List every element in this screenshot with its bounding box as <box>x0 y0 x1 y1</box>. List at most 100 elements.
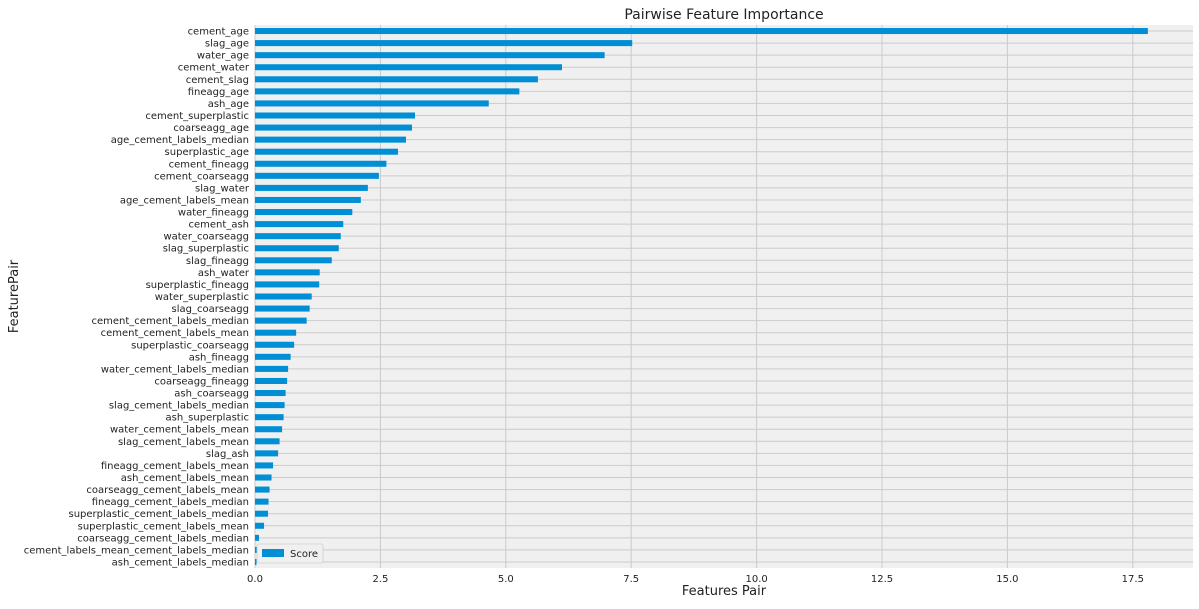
legend: Score <box>256 543 324 564</box>
chart-title: Pairwise Feature Importance <box>624 7 823 23</box>
y-tick-label: water_coarseagg <box>163 232 249 243</box>
bar <box>255 28 1148 35</box>
x-tick-label: 5.0 <box>498 574 514 585</box>
bar <box>255 233 341 240</box>
y-tick-label: coarseagg_age <box>173 123 249 134</box>
bar <box>255 402 285 409</box>
bar <box>255 112 416 119</box>
y-tick-label: ash_fineagg <box>189 352 249 363</box>
y-tick-labels: cement_ageslag_agewater_agecement_waterc… <box>24 27 250 569</box>
bar <box>255 522 265 529</box>
y-tick-label: ash_cement_labels_mean <box>121 473 249 484</box>
y-tick-label: slag_fineagg <box>186 256 249 267</box>
bar <box>255 245 339 252</box>
y-tick-label: cement_cement_labels_median <box>92 316 250 327</box>
bar <box>255 353 291 360</box>
bar <box>255 257 332 264</box>
y-tick-label: ash_water <box>198 268 250 279</box>
y-tick-label: cement_fineagg <box>169 159 249 170</box>
bar <box>255 281 320 288</box>
bar <box>255 510 269 517</box>
x-tick-label: 12.5 <box>871 574 893 585</box>
y-tick-label: cement_coarseagg <box>154 171 249 182</box>
bar <box>255 558 257 565</box>
y-tick-label: fineagg_age <box>188 87 249 98</box>
y-tick-label: superplastic_cement_labels_mean <box>78 521 249 532</box>
bar <box>255 390 286 397</box>
y-tick-label: superplastic_age <box>165 147 249 158</box>
bar <box>255 534 260 541</box>
bar <box>255 269 320 276</box>
x-tick-label: 17.5 <box>1122 574 1144 585</box>
y-axis-label: FeaturePair <box>7 259 22 333</box>
y-tick-label: cement_age <box>188 27 249 38</box>
y-tick-label: cement_cement_labels_mean <box>101 328 249 339</box>
bar <box>255 462 274 469</box>
y-tick-label: ash_superplastic <box>166 413 250 424</box>
y-tick-label: cement_slag <box>186 75 249 86</box>
bar <box>255 184 368 191</box>
bar <box>255 76 538 83</box>
bar <box>255 136 406 143</box>
y-tick-label: water_cement_labels_median <box>101 364 249 375</box>
bar <box>255 293 312 300</box>
y-tick-label: ash_cement_labels_median <box>112 557 249 568</box>
y-tick-label: water_fineagg <box>178 208 249 219</box>
x-tick-label: 7.5 <box>623 574 639 585</box>
y-tick-label: coarseagg_cement_labels_mean <box>86 485 249 496</box>
y-tick-label: coarseagg_fineagg <box>154 376 249 387</box>
bar <box>255 40 633 47</box>
y-tick-label: slag_coarseagg <box>171 304 249 315</box>
x-axis-label: Features Pair <box>682 584 767 599</box>
bar <box>255 426 283 433</box>
x-tick-label: 15.0 <box>996 574 1018 585</box>
y-tick-label: cement_labels_mean_cement_labels_median <box>24 545 249 556</box>
y-tick-label: superplastic_cement_labels_median <box>68 509 249 520</box>
bar <box>255 305 310 312</box>
x-tick-labels: 0.0 2.5 5.0 7.5 10.0 12.5 15.0 17.5 <box>247 574 1144 585</box>
x-tick-label: 2.5 <box>372 574 388 585</box>
bars <box>255 28 1148 565</box>
y-tick-label: superplastic_fineagg <box>146 280 249 291</box>
y-tick-label: fineagg_cement_labels_median <box>92 497 249 508</box>
bar <box>255 209 353 216</box>
legend-swatch <box>262 549 284 557</box>
bar <box>255 221 344 228</box>
y-tick-label: slag_water <box>195 183 250 194</box>
y-tick-label: cement_ash <box>189 220 249 231</box>
legend-label: Score <box>290 549 318 560</box>
y-tick-label: slag_superplastic <box>163 244 249 255</box>
bar <box>255 172 379 179</box>
x-tick-label: 0.0 <box>247 574 263 585</box>
bar <box>255 100 489 107</box>
bar <box>255 341 295 348</box>
bar <box>255 124 413 131</box>
bar <box>255 196 361 203</box>
bar <box>255 317 307 324</box>
y-tick-label: fineagg_cement_labels_mean <box>101 461 249 472</box>
bar <box>255 64 562 71</box>
bar <box>255 474 272 481</box>
bar <box>255 450 279 457</box>
bar <box>255 546 258 553</box>
bar <box>255 148 398 155</box>
y-tick-label: slag_ash <box>206 449 249 460</box>
bar <box>255 52 605 59</box>
bar <box>255 414 284 421</box>
y-tick-label: water_age <box>197 51 249 62</box>
y-tick-label: age_cement_labels_mean <box>120 195 249 206</box>
y-tick-label: water_superplastic <box>155 292 249 303</box>
legend-box <box>256 543 324 564</box>
bar <box>255 377 288 384</box>
y-tick-label: cement_superplastic <box>145 111 249 122</box>
y-tick-label: coarseagg_cement_labels_median <box>77 533 249 544</box>
y-tick-label: ash_coarseagg <box>174 389 249 400</box>
y-tick-label: water_cement_labels_mean <box>110 425 249 436</box>
y-tick-label: slag_cement_labels_median <box>109 401 249 412</box>
y-tick-label: slag_cement_labels_mean <box>118 437 249 448</box>
bar <box>255 160 387 167</box>
y-tick-label: ash_age <box>208 99 249 110</box>
bar <box>255 88 520 95</box>
